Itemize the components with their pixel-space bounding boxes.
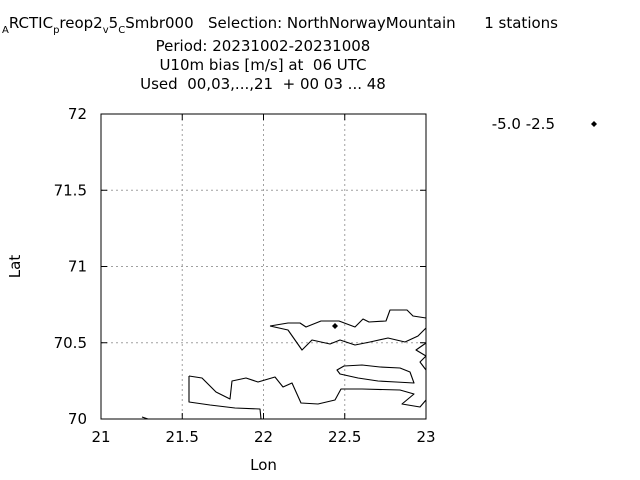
title-part-2: reop2: [59, 14, 102, 32]
legend-marker: [591, 121, 597, 127]
coastline-north: [269, 309, 427, 328]
coastline-fjord: [269, 325, 427, 351]
legend-label: -5.0 -2.5: [492, 115, 555, 133]
data-marks: [332, 322, 338, 329]
title-sub-p: p: [53, 25, 59, 36]
coastline-fjord-2: [415, 342, 427, 371]
coastline-corner: [141, 416, 149, 420]
title-used: Used 00,03,...,21 + 00 03 ... 48: [140, 75, 386, 93]
coastline: [141, 309, 427, 420]
data-point: [332, 322, 338, 329]
x-axis-label: Lon: [250, 456, 277, 474]
title-sub-v: v: [103, 25, 109, 36]
title-part-1: RCTIC: [9, 14, 53, 32]
y-tick-label: 71.5: [54, 181, 87, 199]
x-tick-label: 21: [91, 428, 110, 446]
title-period: Period: 20231002-20231008: [156, 37, 371, 55]
coastline-south-2: [188, 376, 262, 420]
y-tick-label: 72: [68, 105, 87, 123]
title-parameter: U10m bias [m/s] at 06 UTC: [159, 56, 366, 74]
x-tick-label: 23: [416, 428, 435, 446]
legend: -5.0 -2.5: [492, 115, 597, 133]
y-tick-label: 71: [68, 258, 87, 276]
coastline-island: [336, 364, 415, 384]
x-tick-label: 22.5: [328, 428, 361, 446]
x-tick-label: 22: [254, 428, 273, 446]
y-tick-label: 70.5: [54, 334, 87, 352]
title-sub-c: C: [118, 25, 125, 36]
coastline-south: [188, 375, 427, 408]
grid-layer: 21 21.5 22 22.5 23 70 70.5 71 71.5 72 Lon Lat: [6, 105, 436, 474]
title-part-3: 5: [109, 14, 119, 32]
title-line-1: ARCTICpreop2v5CSmbr000 Selection: NorthN…: [2, 14, 558, 36]
y-tick-label: 70: [68, 410, 87, 428]
title-sub-a: A: [2, 25, 9, 36]
y-axis-label: Lat: [6, 255, 24, 279]
title-part-4: Smbr000 Selection: NorthNorwayMountain 1…: [125, 14, 558, 32]
x-tick-label: 21.5: [166, 428, 199, 446]
